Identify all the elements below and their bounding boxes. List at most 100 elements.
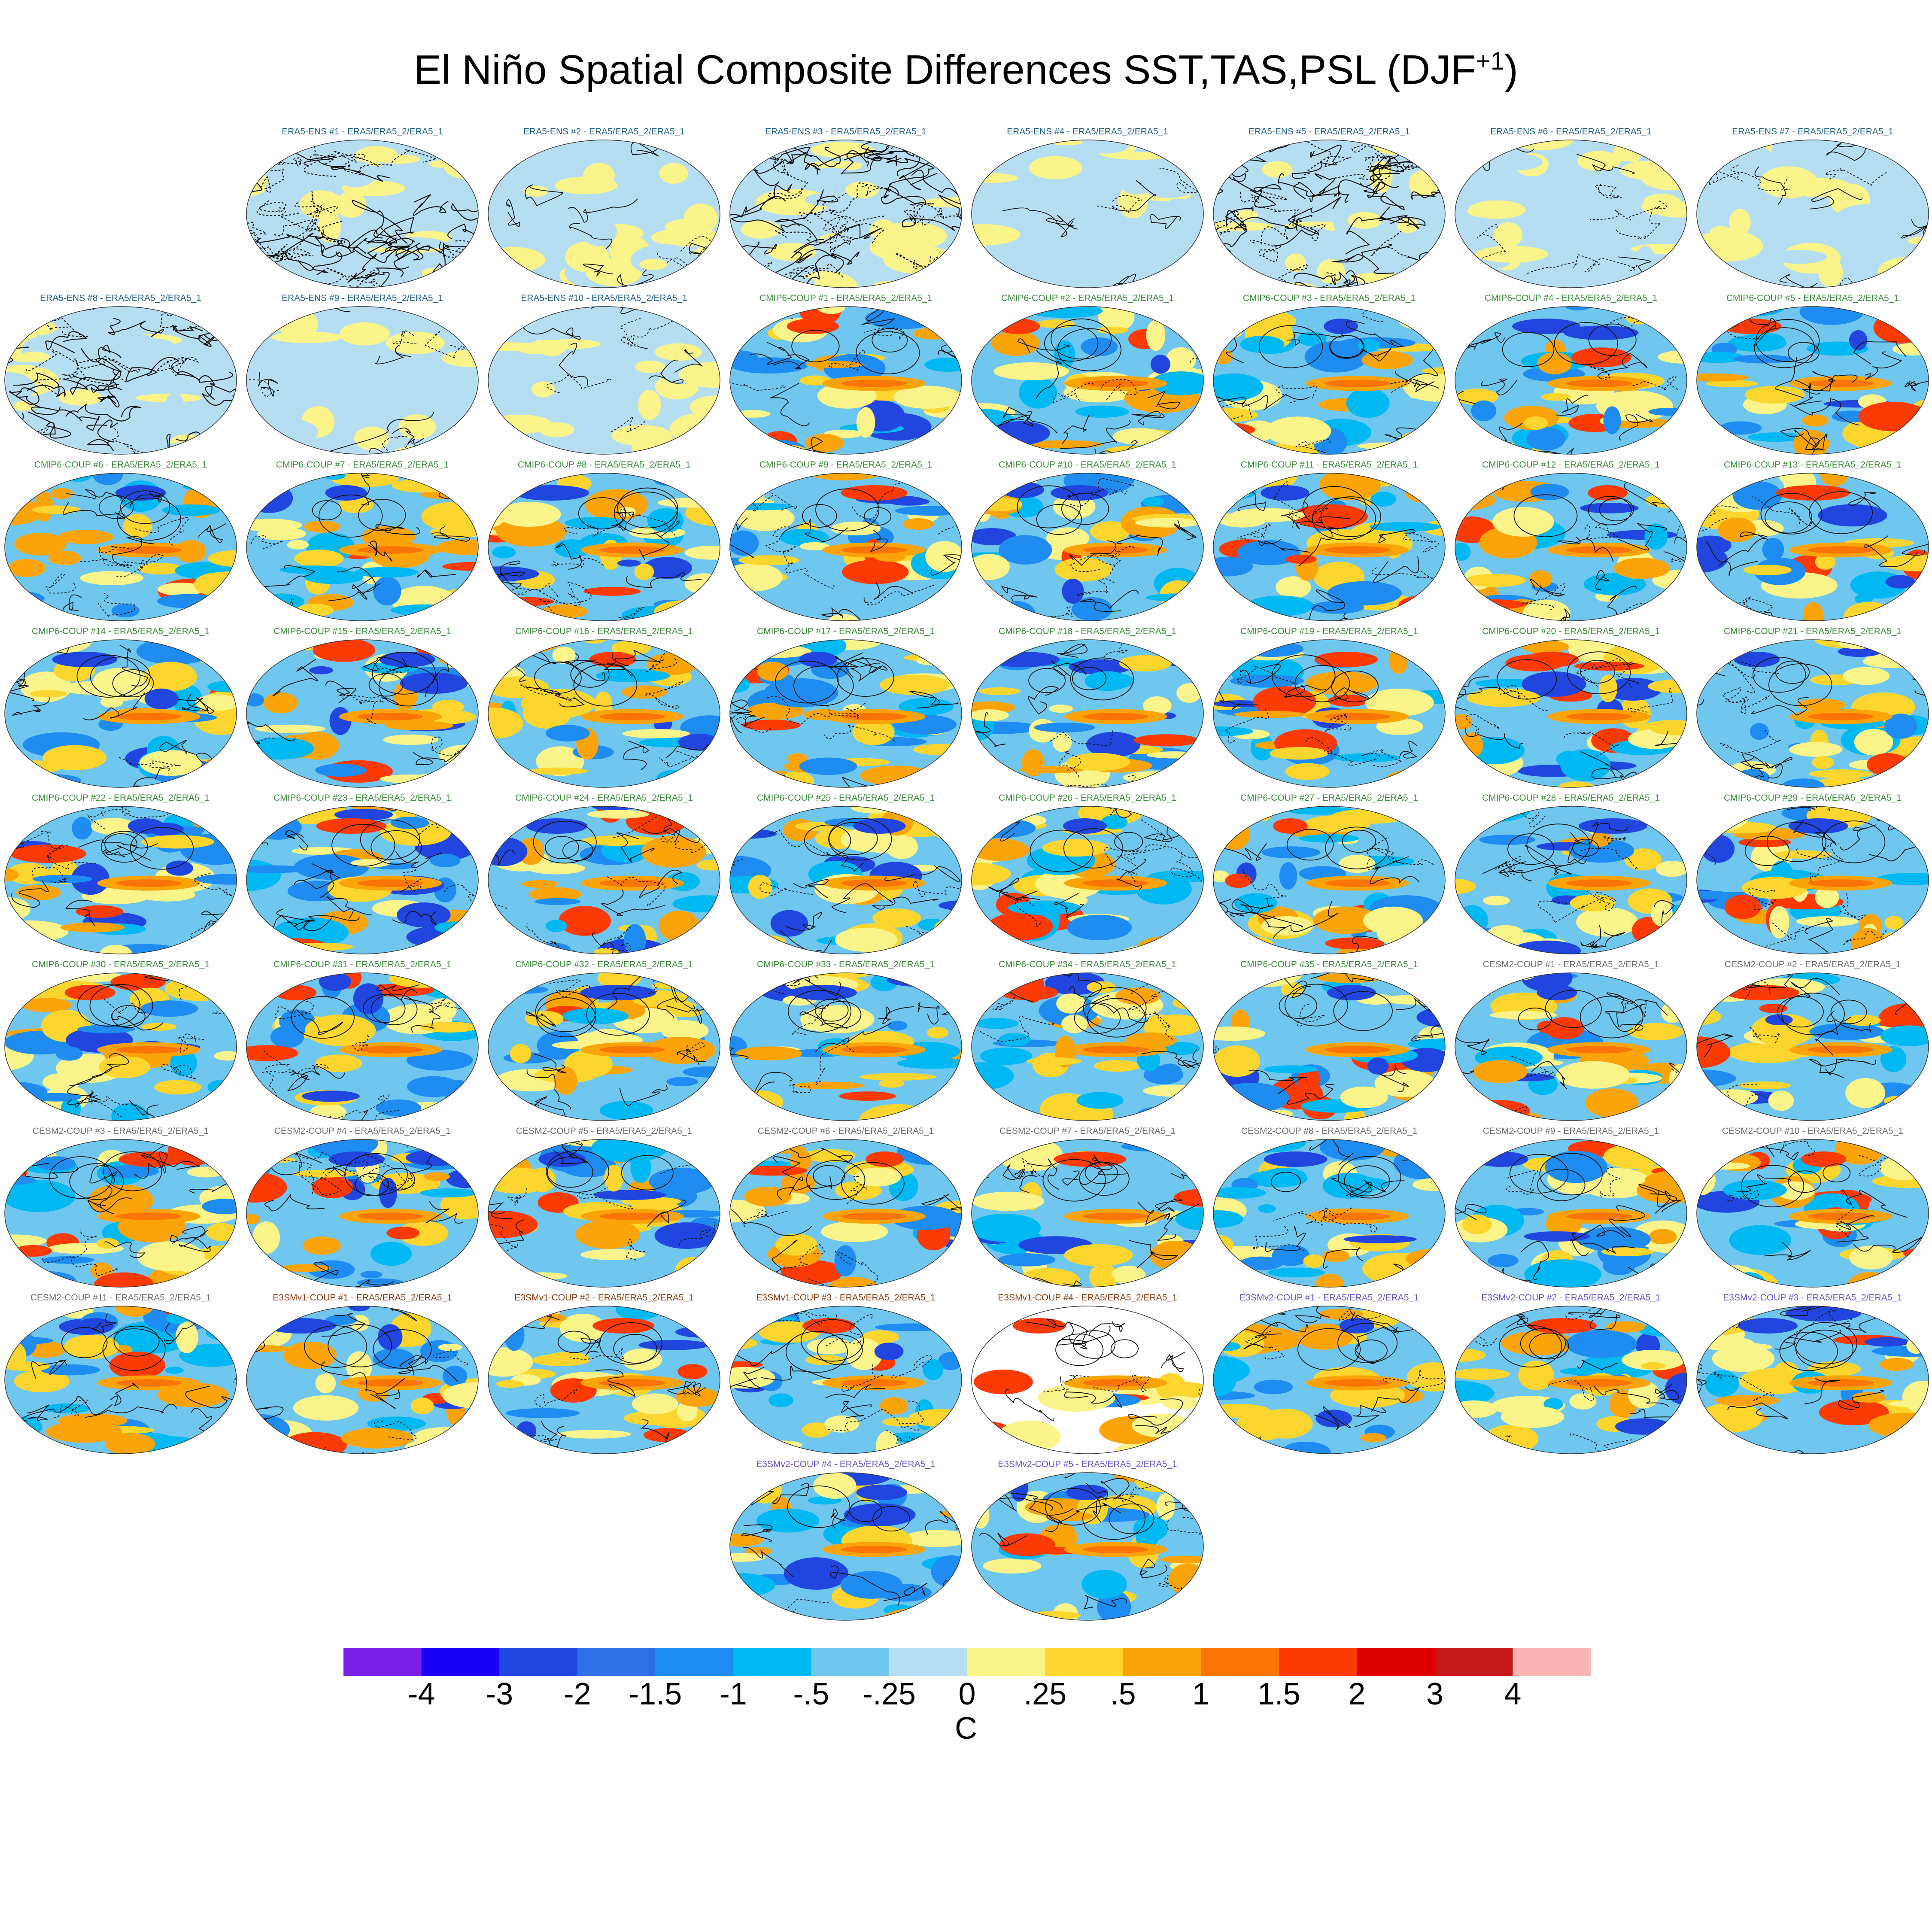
map-panel: CMIP6-COUP #21 - ERA5/ERA5_2/ERA5_1 xyxy=(1692,626,1932,792)
psl-contour xyxy=(1045,606,1073,621)
anomaly-region xyxy=(630,1151,651,1183)
global-map xyxy=(1455,806,1687,954)
psl-contour xyxy=(391,1306,431,1321)
high-latitude-anomaly xyxy=(77,1318,114,1334)
anomaly-region xyxy=(195,694,237,711)
anomaly-region xyxy=(897,1057,962,1069)
psl-contour xyxy=(91,1313,117,1333)
map-panel: CMIP6-COUP #9 - ERA5/ERA5_2/ERA5_1 xyxy=(725,460,966,625)
anomaly-region xyxy=(180,826,205,835)
psl-contour xyxy=(1839,824,1877,851)
psl-contour xyxy=(328,1094,390,1121)
psl-contour xyxy=(376,984,419,1000)
global-map xyxy=(1213,473,1446,621)
panel-title: CMIP6-COUP #27 - ERA5/ERA5_2/ERA5_1 xyxy=(1240,793,1418,803)
map-outline xyxy=(971,639,1204,788)
anomaly-region xyxy=(1152,1014,1202,1036)
panel-title: ERA5-ENS #3 - ERA5/ERA5_2/ERA5_1 xyxy=(765,127,927,137)
psl-contour xyxy=(645,644,677,673)
psl-contour-ring xyxy=(77,984,140,1027)
colorbar-segment xyxy=(655,1648,734,1676)
map-panel: E3SMv1-COUP #2 - ERA5/ERA5_2/ERA5_1 xyxy=(483,1293,725,1458)
psl-contour xyxy=(176,371,237,393)
anomaly-region xyxy=(1487,153,1543,171)
anomaly-region xyxy=(1213,1187,1266,1199)
psl-contour-ring xyxy=(1781,993,1845,1036)
high-latitude-anomaly xyxy=(1725,985,1800,1000)
psl-contour xyxy=(86,806,170,829)
psl-contour-ring xyxy=(1744,835,1790,866)
anomaly-region xyxy=(887,497,930,506)
anomaly-region xyxy=(312,1176,353,1198)
global-map xyxy=(4,1139,237,1288)
psl-contour xyxy=(360,473,370,506)
anomaly-region xyxy=(829,1277,878,1287)
psl-contour xyxy=(1305,737,1378,766)
equatorial-warm-core xyxy=(1566,1046,1632,1054)
psl-contour xyxy=(187,694,215,714)
anomaly-region xyxy=(979,687,1021,696)
anomaly-region xyxy=(972,1062,1014,1090)
anomaly-region xyxy=(1849,330,1868,350)
psl-contour xyxy=(1901,219,1929,239)
anomaly-region xyxy=(42,1073,81,1091)
anomaly-region xyxy=(1056,993,1086,1014)
equatorial-warm-core xyxy=(1566,1212,1632,1220)
psl-contour xyxy=(1754,166,1786,205)
map-panel: ERA5-ENS #10 - ERA5/ERA5_2/ERA5_1 xyxy=(483,293,725,459)
map-panel: CMIP6-COUP #2 - ERA5/ERA5_2/ERA5_1 xyxy=(967,293,1208,459)
map-panel: CMIP6-COUP #25 - ERA5/ERA5_2/ERA5_1 xyxy=(725,793,966,958)
anomaly-region xyxy=(1603,406,1621,434)
anomaly-region xyxy=(1042,839,1109,857)
anomaly-region xyxy=(1166,347,1196,372)
anomaly-region xyxy=(162,504,221,516)
psl-contour xyxy=(320,162,390,182)
equatorial-warm-core xyxy=(1808,713,1874,720)
map-panel: CESM2-COUP #9 - ERA5/ERA5_2/ERA5_1 xyxy=(1450,1126,1692,1291)
psl-contour xyxy=(1240,898,1273,914)
psl-contour xyxy=(276,908,360,921)
anomaly-region xyxy=(379,1178,397,1208)
global-map xyxy=(1696,140,1929,288)
psl-contour xyxy=(1331,1178,1405,1193)
psl-contour xyxy=(820,607,863,621)
psl-contour xyxy=(1726,1190,1759,1202)
psl-contour xyxy=(285,830,308,851)
anomaly-region xyxy=(55,1046,83,1061)
psl-contour xyxy=(325,1163,352,1177)
psl-contour-ring xyxy=(1329,335,1364,359)
anomaly-region xyxy=(1644,523,1668,550)
psl-contour-ring xyxy=(1588,323,1637,356)
colorbar-segment xyxy=(421,1648,500,1676)
psl-contour-ring xyxy=(1271,654,1336,698)
anomaly-region xyxy=(1524,416,1548,430)
anomaly-region xyxy=(902,518,934,530)
equatorial-warm-core xyxy=(599,1046,665,1054)
psl-contour xyxy=(526,923,574,954)
anomaly-region xyxy=(294,854,369,880)
psl-contour xyxy=(287,918,332,931)
psl-contour-ring xyxy=(802,504,837,528)
anomaly-region xyxy=(1479,834,1536,845)
equatorial-warm-core xyxy=(358,713,423,720)
psl-contour xyxy=(130,491,164,508)
anomaly-region xyxy=(294,550,344,568)
psl-contour xyxy=(1722,687,1747,714)
map-outline xyxy=(1213,806,1446,954)
psl-contour xyxy=(1230,898,1275,919)
anomaly-region xyxy=(1843,667,1890,685)
psl-contour xyxy=(1574,822,1629,844)
psl-contour xyxy=(1346,320,1404,347)
psl-contour xyxy=(46,574,76,594)
anomaly-region xyxy=(552,647,576,664)
anomaly-region xyxy=(334,161,377,188)
anomaly-region xyxy=(921,197,962,208)
map-panel: CMIP6-COUP #13 - ERA5/ERA5_2/ERA5_1 xyxy=(1692,460,1932,625)
anomaly-region xyxy=(32,875,93,883)
global-map xyxy=(1455,639,1687,788)
map-panel: CESM2-COUP #7 - ERA5/ERA5_2/ERA5_1 xyxy=(967,1126,1208,1291)
panel-title: ERA5-ENS #8 - ERA5/ERA5_2/ERA5_1 xyxy=(40,293,201,303)
psl-contour xyxy=(1741,753,1792,769)
anomaly-region xyxy=(100,333,162,361)
high-latitude-anomaly xyxy=(1264,1151,1327,1167)
